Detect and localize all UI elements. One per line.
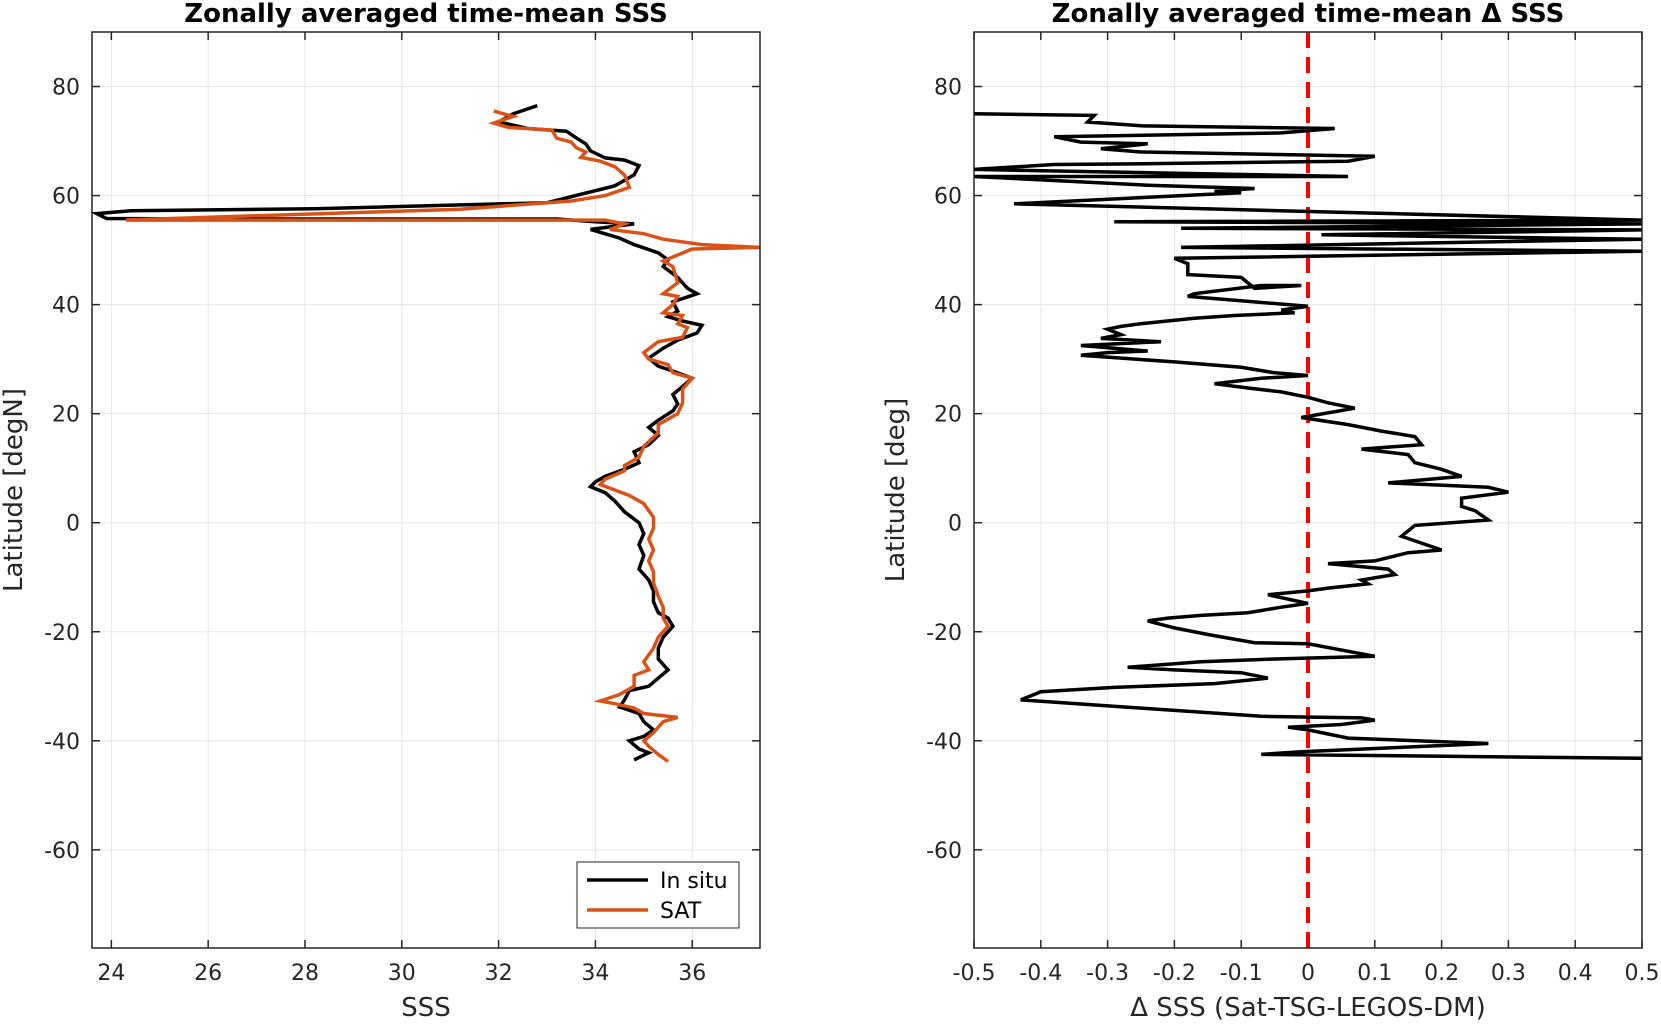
left-x-tick-label: 34 [581,961,609,986]
right-x-tick-label: 0.5 [1625,961,1660,986]
legend-label-sat: SAT [660,899,702,924]
right-x-tick-label: -0.2 [1153,961,1196,986]
left-series-line-in-situ [90,103,705,762]
left-y-tick-label: 80 [52,76,80,101]
left-y-tick-label: 20 [52,403,80,428]
right-x-axis-label: Δ SSS (Sat-TSG-LEGOS-DM) [1130,993,1486,1023]
left-y-tick-label: -40 [44,730,80,755]
left-y-tick-label: 40 [52,294,80,319]
left-y-tick-label: -60 [44,839,80,864]
right-x-tick-label: -0.5 [953,961,996,986]
left-y-tick-label: 60 [52,185,80,210]
right-y-tick-label: -60 [926,839,962,864]
left-y-axis-label: Latitude [degN] [0,388,29,592]
left-series-line-sat [125,109,761,763]
left-x-tick-label: 24 [97,961,125,986]
left-x-tick-label: 28 [291,961,319,986]
legend-box [576,861,740,929]
left-axes-box [91,31,761,949]
left-y-tick-label: 0 [66,512,80,537]
right-y-tick-label: 60 [934,185,962,210]
left-y-tick-label: -20 [44,621,80,646]
right-axes-box [973,31,1643,949]
right-y-tick-label: -20 [926,621,962,646]
right-y-tick-label: -40 [926,730,962,755]
left-grid [92,32,760,948]
right-y-tick-label: 40 [934,294,962,319]
legend: In situ SAT [576,861,740,929]
left-x-axis-label: SSS [401,993,451,1023]
right-x-tick-label: 0.3 [1491,961,1526,986]
left-y-tick-labels: -60 -40 -20 0 20 40 60 80 [44,76,80,864]
left-chart-panel: 24 26 28 30 32 34 36 -60 -40 -20 0 20 40 60 80 Zonall… [0,0,761,1023]
right-chart-panel: -0.5 -0.4 -0.3 -0.2 -0.1 0 0.1 0.2 0.3 0.4 0.5 -60… [881,0,1660,1023]
left-x-tick-label: 36 [678,961,706,986]
right-series-line-series-0 [973,112,1643,761]
right-y-axis-label: Latitude [deg] [881,398,911,583]
right-y-tick-labels: -60 -40 -20 0 20 40 60 80 [926,76,962,864]
right-y-tick-label: 20 [934,403,962,428]
legend-label-insitu: In situ [660,869,728,894]
right-y-tick-label: 0 [948,512,962,537]
right-x-tick-label: 0.1 [1357,961,1392,986]
right-chart-title: Zonally averaged time-mean Δ SSS [1052,0,1565,29]
right-series-group [973,112,1643,761]
left-x-tick-labels: 24 26 28 30 32 34 36 [97,961,706,986]
right-x-tick-label: -0.3 [1086,961,1129,986]
left-x-tick-label: 26 [194,961,222,986]
right-x-tick-label: 0.2 [1424,961,1459,986]
right-x-tick-labels: -0.5 -0.4 -0.3 -0.2 -0.1 0 0.1 0.2 0.3 0.4 0.5 [953,961,1660,986]
right-x-tick-label: -0.4 [1019,961,1062,986]
left-plot-area [92,32,760,948]
right-y-tick-label: 80 [934,76,962,101]
left-x-tick-label: 30 [388,961,416,986]
left-chart-title: Zonally averaged time-mean SSS [184,0,668,29]
right-x-tick-label: 0.4 [1558,961,1593,986]
right-x-tick-label: -0.1 [1220,961,1263,986]
right-x-tick-label: 0 [1301,961,1315,986]
left-series-group [90,103,761,763]
left-x-tick-label: 32 [485,961,513,986]
